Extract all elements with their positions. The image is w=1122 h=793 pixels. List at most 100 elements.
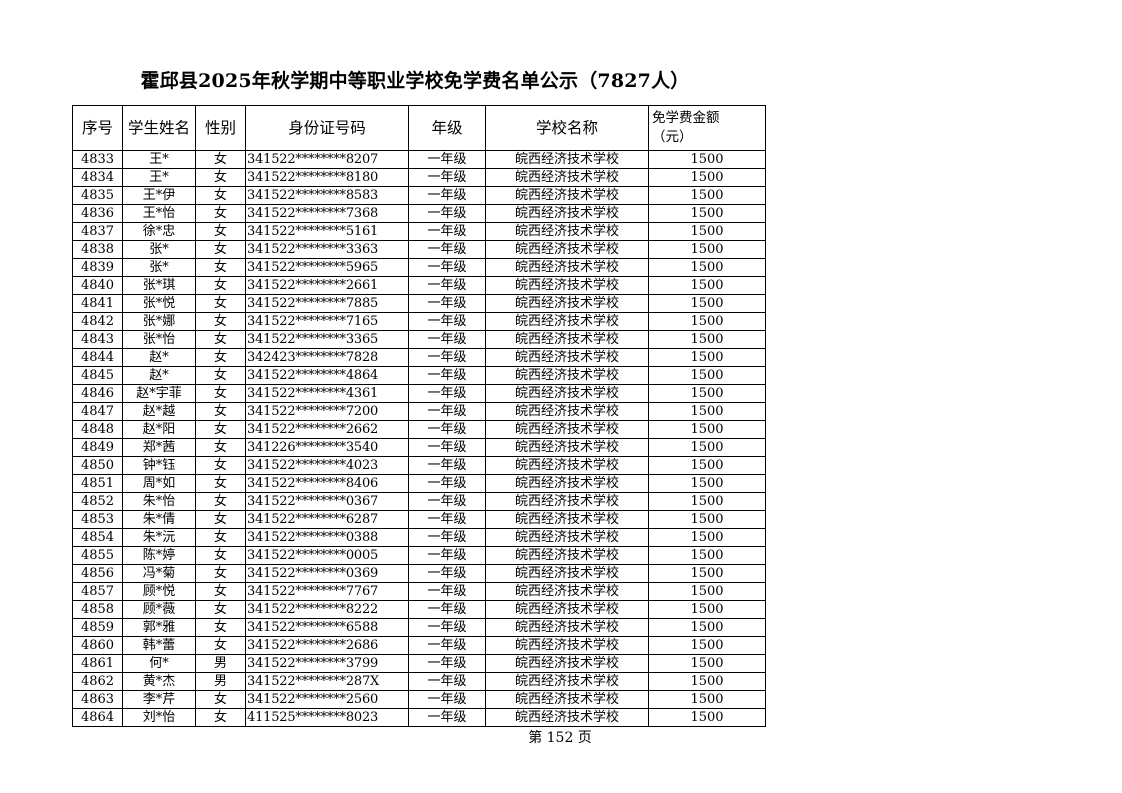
table-header-row: 序号 学生姓名 性别 身份证号码 年级 学校名称 免学费金额 （元）: [72, 105, 766, 151]
cell-grade: 一年级: [408, 204, 486, 223]
cell-school: 皖西经济技术学校: [485, 294, 649, 313]
cell-id: 341522********5965: [245, 258, 409, 277]
cell-id: 341522********8222: [245, 600, 409, 619]
cell-seq: 4843: [72, 330, 123, 349]
cell-school: 皖西经济技术学校: [485, 618, 649, 637]
cell-grade: 一年级: [408, 474, 486, 493]
cell-grade: 一年级: [408, 618, 486, 637]
cell-amount: 1500: [648, 708, 766, 727]
cell-grade: 一年级: [408, 258, 486, 277]
cell-seq: 4854: [72, 528, 123, 547]
cell-seq: 4842: [72, 312, 123, 331]
cell-gender: 女: [195, 312, 246, 331]
cell-name: 王*伊: [122, 186, 196, 205]
cell-id: 341522********7200: [245, 402, 409, 421]
cell-id: 341522********7767: [245, 582, 409, 601]
cell-grade: 一年级: [408, 636, 486, 655]
cell-name: 赵*: [122, 348, 196, 367]
cell-seq: 4836: [72, 204, 123, 223]
cell-grade: 一年级: [408, 492, 486, 511]
cell-name: 郑*茜: [122, 438, 196, 457]
cell-name: 张*娜: [122, 312, 196, 331]
cell-school: 皖西经济技术学校: [485, 654, 649, 673]
cell-name: 张*琪: [122, 276, 196, 295]
cell-id: 341522********2560: [245, 690, 409, 709]
cell-grade: 一年级: [408, 420, 486, 439]
cell-amount: 1500: [648, 456, 766, 475]
cell-grade: 一年级: [408, 348, 486, 367]
cell-gender: 女: [195, 564, 246, 583]
header-grade: 年级: [408, 105, 486, 151]
cell-seq: 4858: [72, 600, 123, 619]
table-row: 4843 张*怡女 341522********3365 一年级 皖西经济技术学校 150…: [72, 330, 766, 349]
cell-grade: 一年级: [408, 582, 486, 601]
cell-gender: 女: [195, 492, 246, 511]
cell-grade: 一年级: [408, 312, 486, 331]
cell-amount: 1500: [648, 546, 766, 565]
cell-name: 王*: [122, 168, 196, 187]
cell-amount: 1500: [648, 474, 766, 493]
cell-id: 341522********4864: [245, 366, 409, 385]
cell-id: 341226********3540: [245, 438, 409, 457]
cell-amount: 1500: [648, 276, 766, 295]
cell-amount: 1500: [648, 384, 766, 403]
table-row: 4862 黄*杰男 341522********287X 一年级 皖西经济技术学校 150…: [72, 672, 766, 691]
cell-id: 341522********3363: [245, 240, 409, 259]
cell-gender: 女: [195, 330, 246, 349]
cell-name: 刘*怡: [122, 708, 196, 727]
cell-school: 皖西经济技术学校: [485, 222, 649, 241]
cell-gender: 女: [195, 384, 246, 403]
table-row: 4847 赵*越女 341522********7200 一年级 皖西经济技术学校 150…: [72, 402, 766, 421]
cell-seq: 4844: [72, 348, 123, 367]
cell-gender: 女: [195, 402, 246, 421]
cell-id: 341522********2662: [245, 420, 409, 439]
cell-gender: 女: [195, 258, 246, 277]
cell-grade: 一年级: [408, 276, 486, 295]
cell-gender: 女: [195, 600, 246, 619]
table-row: 4835 王*伊女 341522********8583 一年级 皖西经济技术学校 150…: [72, 186, 766, 205]
cell-name: 赵*宇菲: [122, 384, 196, 403]
cell-grade: 一年级: [408, 240, 486, 259]
cell-school: 皖西经济技术学校: [485, 330, 649, 349]
cell-id: 341522********0005: [245, 546, 409, 565]
cell-name: 周*如: [122, 474, 196, 493]
cell-id: 341522********8180: [245, 168, 409, 187]
table-row: 4840 张*琪女 341522********2661 一年级 皖西经济技术学校 150…: [72, 276, 766, 295]
cell-school: 皖西经济技术学校: [485, 510, 649, 529]
cell-school: 皖西经济技术学校: [485, 258, 649, 277]
cell-gender: 女: [195, 348, 246, 367]
cell-gender: 女: [195, 294, 246, 313]
cell-seq: 4833: [72, 150, 123, 169]
cell-school: 皖西经济技术学校: [485, 438, 649, 457]
table-row: 4833 王* 女 341522********8207 一年级 皖西经济技术学校 1500: [72, 150, 766, 169]
cell-grade: 一年级: [408, 294, 486, 313]
cell-gender: 男: [195, 654, 246, 673]
cell-seq: 4861: [72, 654, 123, 673]
cell-seq: 4845: [72, 366, 123, 385]
cell-name: 赵*阳: [122, 420, 196, 439]
cell-name: 赵*越: [122, 402, 196, 421]
table-row: 4849 郑*茜女 341226********3540 一年级 皖西经济技术学校 150…: [72, 438, 766, 457]
cell-seq: 4840: [72, 276, 123, 295]
cell-amount: 1500: [648, 618, 766, 637]
cell-gender: 女: [195, 204, 246, 223]
cell-seq: 4860: [72, 636, 123, 655]
cell-school: 皖西经济技术学校: [485, 582, 649, 601]
cell-school: 皖西经济技术学校: [485, 204, 649, 223]
cell-school: 皖西经济技术学校: [485, 672, 649, 691]
cell-id: 341522********4023: [245, 456, 409, 475]
header-amount-label: 免学费金额: [652, 110, 720, 126]
cell-name: 王*: [122, 150, 196, 169]
cell-id: 342423********7828: [245, 348, 409, 367]
cell-amount: 1500: [648, 510, 766, 529]
cell-seq: 4852: [72, 492, 123, 511]
cell-grade: 一年级: [408, 564, 486, 583]
cell-amount: 1500: [648, 636, 766, 655]
cell-seq: 4847: [72, 402, 123, 421]
cell-gender: 女: [195, 240, 246, 259]
cell-amount: 1500: [648, 330, 766, 349]
cell-gender: 女: [195, 438, 246, 457]
cell-grade: 一年级: [408, 402, 486, 421]
cell-grade: 一年级: [408, 222, 486, 241]
cell-school: 皖西经济技术学校: [485, 636, 649, 655]
